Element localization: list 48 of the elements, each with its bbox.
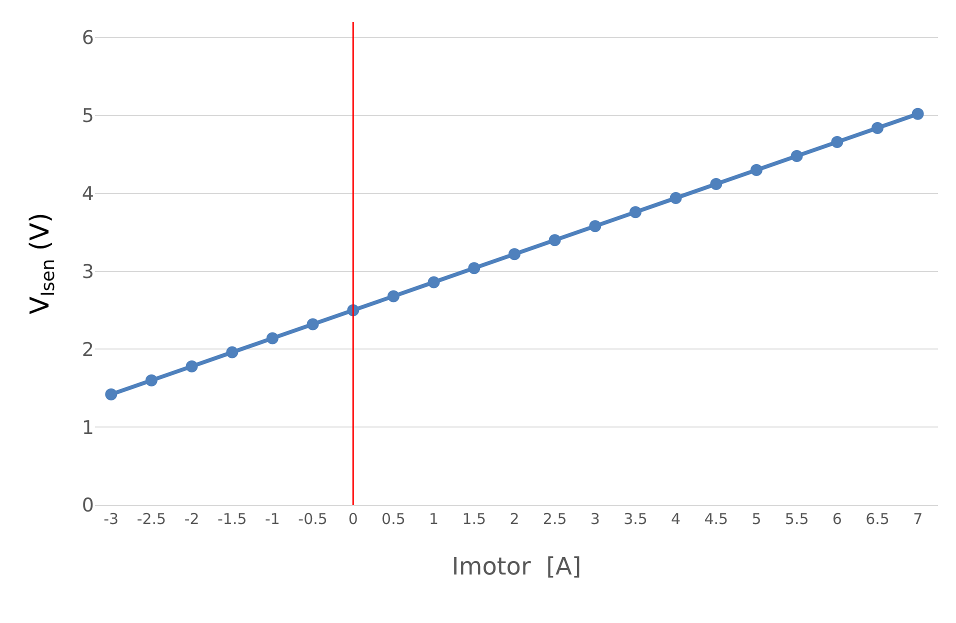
x-tick-label: -1 xyxy=(264,510,280,528)
x-tick-label: 6 xyxy=(832,510,842,528)
point xyxy=(105,388,118,400)
x-tick-label: 1 xyxy=(429,510,439,528)
x-tick-label: 1.5 xyxy=(462,510,486,528)
x-tick-label: 6.5 xyxy=(866,510,890,528)
x-tick-label: -2.5 xyxy=(136,510,166,528)
x-tick-label: 5 xyxy=(752,510,762,528)
x-tick-label: 0 xyxy=(348,510,358,528)
point xyxy=(387,290,400,302)
x-tick-label: 4.5 xyxy=(704,510,728,528)
point xyxy=(750,164,762,176)
point xyxy=(790,150,803,162)
point xyxy=(306,318,319,330)
point xyxy=(710,178,722,190)
x-axis-title: Imotor [A] xyxy=(452,552,582,580)
point xyxy=(670,192,682,204)
point xyxy=(468,262,480,274)
point xyxy=(589,220,602,232)
x-tick-label: 0.5 xyxy=(382,510,406,528)
point xyxy=(508,248,520,260)
point xyxy=(266,332,278,344)
x-tick-label: 7 xyxy=(913,510,923,528)
x-tick-label: 3.5 xyxy=(624,510,648,528)
point xyxy=(145,374,158,386)
x-tick-label: -3 xyxy=(104,510,119,528)
x-tick-label: -1.5 xyxy=(218,510,247,528)
point xyxy=(912,108,924,120)
x-tick-label: -0.5 xyxy=(298,510,328,528)
point xyxy=(428,276,440,288)
x-tick-label: -2 xyxy=(184,510,200,528)
y-tick-label: 5 xyxy=(82,105,94,128)
x-tick-label: 2.5 xyxy=(542,510,567,528)
y-tick-label: 1 xyxy=(82,416,94,439)
point xyxy=(548,234,561,246)
x-tick-label: 3 xyxy=(590,510,600,528)
point xyxy=(226,346,238,358)
point xyxy=(872,122,884,134)
point xyxy=(831,136,844,148)
y-tick-label: 3 xyxy=(82,260,94,283)
x-tick-label: 5.5 xyxy=(784,510,809,528)
point xyxy=(186,360,198,372)
y-tick-label: 2 xyxy=(82,338,94,361)
x-tick-label: 4 xyxy=(671,510,681,528)
point xyxy=(629,206,642,218)
y-tick-label: 4 xyxy=(82,183,94,206)
x-tick-label: 2 xyxy=(510,510,520,528)
y-tick-label: 6 xyxy=(82,27,94,50)
